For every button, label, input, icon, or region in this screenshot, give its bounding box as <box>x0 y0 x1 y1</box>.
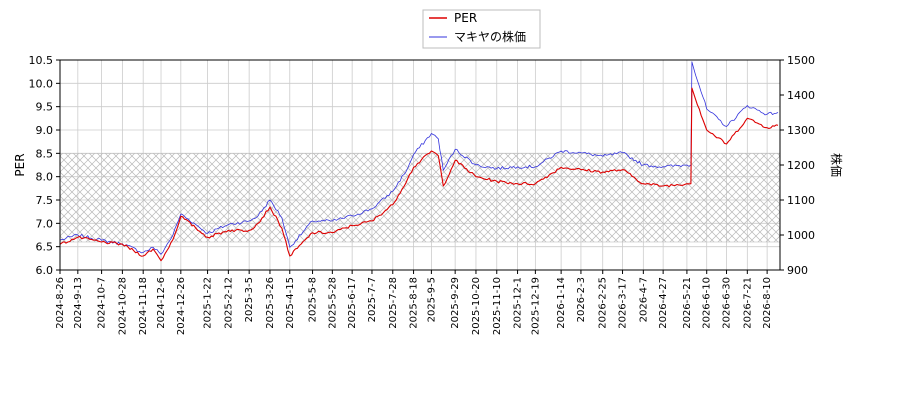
x-tick-label: 2026-4-27 <box>658 277 669 329</box>
axes-layer: 6.0 6.5 7.0 7.5 8.0 8.5 9.0 9.5 10.0 10.5 900 1000 1… <box>29 54 816 335</box>
x-tick-label: 2024-12-26 <box>176 277 187 335</box>
y-axis-left-label: PER <box>13 153 27 176</box>
series-layer <box>60 61 779 262</box>
x-tick-label: 2026-6-10 <box>702 277 713 329</box>
series-price-line <box>60 61 779 255</box>
y-left-tick-label: 6.0 <box>36 264 54 277</box>
legend-label-price: マキヤの株価 <box>454 29 526 44</box>
x-tick-label: 2025-5-8 <box>308 277 319 322</box>
x-tick-label: 2026-4-7 <box>638 277 649 322</box>
y-right-tick-label: 1100 <box>787 194 815 207</box>
x-tick-label: 2025-10-20 <box>471 277 482 335</box>
x-tick-label: 2025-7-7 <box>367 277 378 322</box>
x-tick-label: 2026-5-21 <box>682 277 693 329</box>
x-tick-label: 2025-12-1 <box>513 277 524 329</box>
x-tick-label: 2024-10-7 <box>97 277 108 329</box>
y-left-tick-label: 8.5 <box>36 147 54 160</box>
legend: PER マキヤの株価 <box>422 9 541 49</box>
x-tick-label: 2025-11-10 <box>492 277 503 335</box>
x-tick-label: 2026-2-3 <box>576 277 587 322</box>
legend-label-per: PER <box>454 11 477 25</box>
y-left-tick-label: 8.0 <box>36 171 54 184</box>
y-left-tick-label: 9.0 <box>36 124 54 137</box>
x-tick-label: 2026-6-30 <box>722 277 733 329</box>
y-right-tick-label: 1300 <box>787 124 815 137</box>
x-tick-label: 2025-3-26 <box>265 277 276 329</box>
x-tick-label: 2025-6-17 <box>347 277 358 329</box>
x-tick-label: 2024-12-6 <box>156 277 167 329</box>
y-right-tick-label: 1400 <box>787 89 815 102</box>
x-tick-label: 2026-8-10 <box>762 277 773 329</box>
x-tick-label: 2024-9-13 <box>73 277 84 329</box>
legend-box <box>422 9 541 49</box>
y-right-tick-label: 900 <box>787 264 808 277</box>
y-right-tick-label: 1200 <box>787 159 815 172</box>
plot-frame <box>59 59 781 271</box>
x-tick-label: 2026-1-14 <box>556 277 567 329</box>
y-right-tick-label: 1000 <box>787 229 815 242</box>
x-tick-label: 2026-2-25 <box>598 277 609 329</box>
x-tick-label: 2025-9-5 <box>426 277 437 322</box>
x-tick-label: 2024-8-26 <box>55 277 66 329</box>
x-tick-label: 2025-1-22 <box>203 277 214 329</box>
x-tick-label: 2024-10-28 <box>117 277 128 335</box>
hatched-band <box>59 153 781 243</box>
y-left-tick-label: 7.0 <box>36 217 54 230</box>
x-tick-label: 2025-7-28 <box>388 277 399 329</box>
x-tick-label: 2025-3-5 <box>244 277 255 322</box>
x-tick-label: 2025-8-18 <box>409 277 420 329</box>
y-left-tick-label: 6.5 <box>36 241 54 254</box>
y-left-tick-label: 7.5 <box>36 194 54 207</box>
x-tick-label: 2026-3-17 <box>618 277 629 329</box>
x-tick-label: 2025-5-28 <box>327 277 338 329</box>
series-per-line <box>60 87 779 262</box>
y-left-tick-label: 10.0 <box>29 77 54 90</box>
x-tick-label: 2025-2-12 <box>223 277 234 329</box>
x-tick-label: 2025-4-15 <box>285 277 296 329</box>
x-tick-label: 2024-11-18 <box>138 277 149 335</box>
y-right-tick-label: 1500 <box>787 54 815 67</box>
x-tick-label: 2025-9-29 <box>450 277 461 329</box>
x-tick-label: 2026-7-21 <box>742 277 753 329</box>
x-tick-label: 2025-12-19 <box>530 277 541 335</box>
y-axis-right-label: 株価 <box>829 153 844 177</box>
y-left-tick-label: 10.5 <box>29 54 54 67</box>
hatched-band-layer <box>59 153 781 243</box>
y-left-tick-label: 9.5 <box>36 101 54 114</box>
